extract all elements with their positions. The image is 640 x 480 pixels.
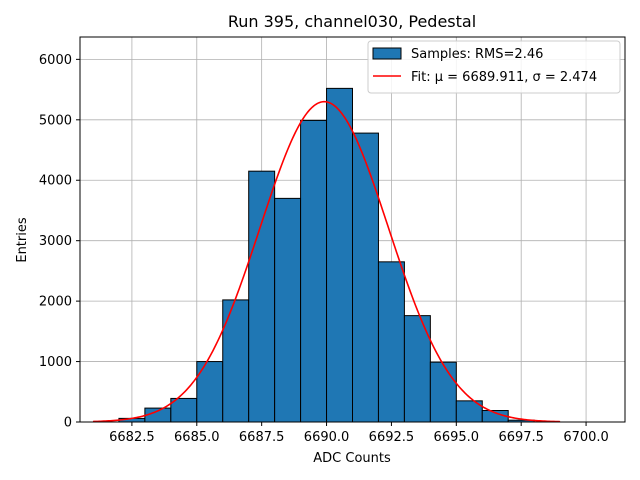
x-tick-label: 6697.5 [498,430,544,445]
y-tick-label: 3000 [39,234,72,249]
x-tick-label: 6695.0 [434,430,480,445]
histogram-bar [222,299,250,423]
legend: Samples: RMS=2.46 Fit: μ = 6689.911, σ =… [367,40,621,94]
histogram-bar [248,170,276,423]
histogram-bar [274,197,302,423]
x-tick-label: 6700.0 [563,430,609,445]
x-tick-label: 6687.5 [239,430,285,445]
legend-box [367,40,621,94]
histogram-bar [403,315,431,423]
x-tick-label: 6692.5 [369,430,415,445]
histogram-bar [377,261,405,423]
y-tick-label: 2000 [39,295,72,310]
chart-title: Run 395, channel030, Pedestal [228,12,476,31]
histogram-bar [300,119,328,423]
x-tick-label: 6682.5 [109,430,155,445]
histogram-bar [326,87,353,423]
histogram-bar [170,397,198,423]
x-axis-label: ADC Counts [313,451,391,466]
x-tick-label: 6685.0 [174,430,220,445]
legend-label-fit: Fit: μ = 6689.911, σ = 2.474 [411,70,597,85]
y-tick-label: 6000 [39,53,72,68]
legend-swatch-histogram [372,47,402,60]
y-axis-label: Entries [15,217,30,263]
histogram-bar [352,132,379,423]
y-tick-label: 1000 [39,355,72,370]
legend-label-histogram: Samples: RMS=2.46 [411,47,543,62]
y-tick-label: 4000 [39,174,72,189]
x-axis-ticks: 6682.5 6685.0 6687.5 6690.0 6692.5 6695.0 6697… [109,422,609,445]
axes-frame [79,36,626,423]
fit-curve [92,100,561,423]
histogram-bars [118,87,535,423]
y-axis-ticks: 0 1000 2000 3000 4000 5000 6000 [39,53,80,431]
y-tick-label: 0 [64,416,72,431]
x-tick-label: 6690.0 [304,430,350,445]
y-tick-label: 5000 [39,113,72,128]
histogram-bar [429,361,457,423]
